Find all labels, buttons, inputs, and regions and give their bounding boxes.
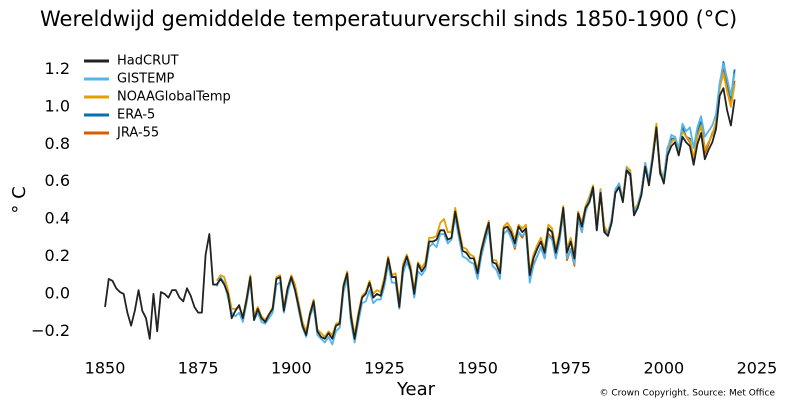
legend-label: HadCRUT	[117, 54, 179, 69]
y-tick-label: 0.6	[45, 171, 70, 190]
y-tick-label: 1.0	[45, 96, 70, 115]
legend-label: JRA-55	[116, 126, 159, 141]
x-tick-label: 1875	[178, 359, 219, 378]
y-tick-label: 0.8	[45, 134, 70, 153]
y-tick-label: 0.2	[45, 246, 70, 265]
x-axis-label: Year	[396, 379, 436, 400]
legend-label: NOAAGlobalTemp	[117, 90, 231, 105]
y-tick-label: 0.0	[45, 283, 70, 302]
x-tick-label: 1950	[457, 359, 498, 378]
series-line	[584, 61, 736, 235]
legend-label: ERA-5	[117, 108, 155, 123]
y-tick-label: 1.2	[45, 59, 70, 78]
x-tick-label: 1975	[550, 359, 591, 378]
y-tick-label: 0.4	[45, 209, 70, 228]
series-line	[216, 72, 736, 338]
series-line	[215, 62, 736, 346]
x-tick-label: 1900	[271, 359, 312, 378]
source-note: © Crown Copyright. Source: Met Office	[599, 389, 775, 399]
x-tick-label: 1850	[85, 359, 126, 378]
chart-title: Wereldwijd gemiddelde temperatuurverschi…	[40, 7, 737, 31]
x-tick-label: 2000	[643, 359, 684, 378]
y-axis-label: ° C	[9, 186, 30, 213]
y-tick-label: −0.2	[31, 321, 70, 340]
x-tick-label: 2025	[737, 359, 778, 378]
legend-label: GISTEMP	[117, 72, 175, 87]
x-tick-label: 1925	[364, 359, 405, 378]
series-line	[104, 87, 736, 340]
